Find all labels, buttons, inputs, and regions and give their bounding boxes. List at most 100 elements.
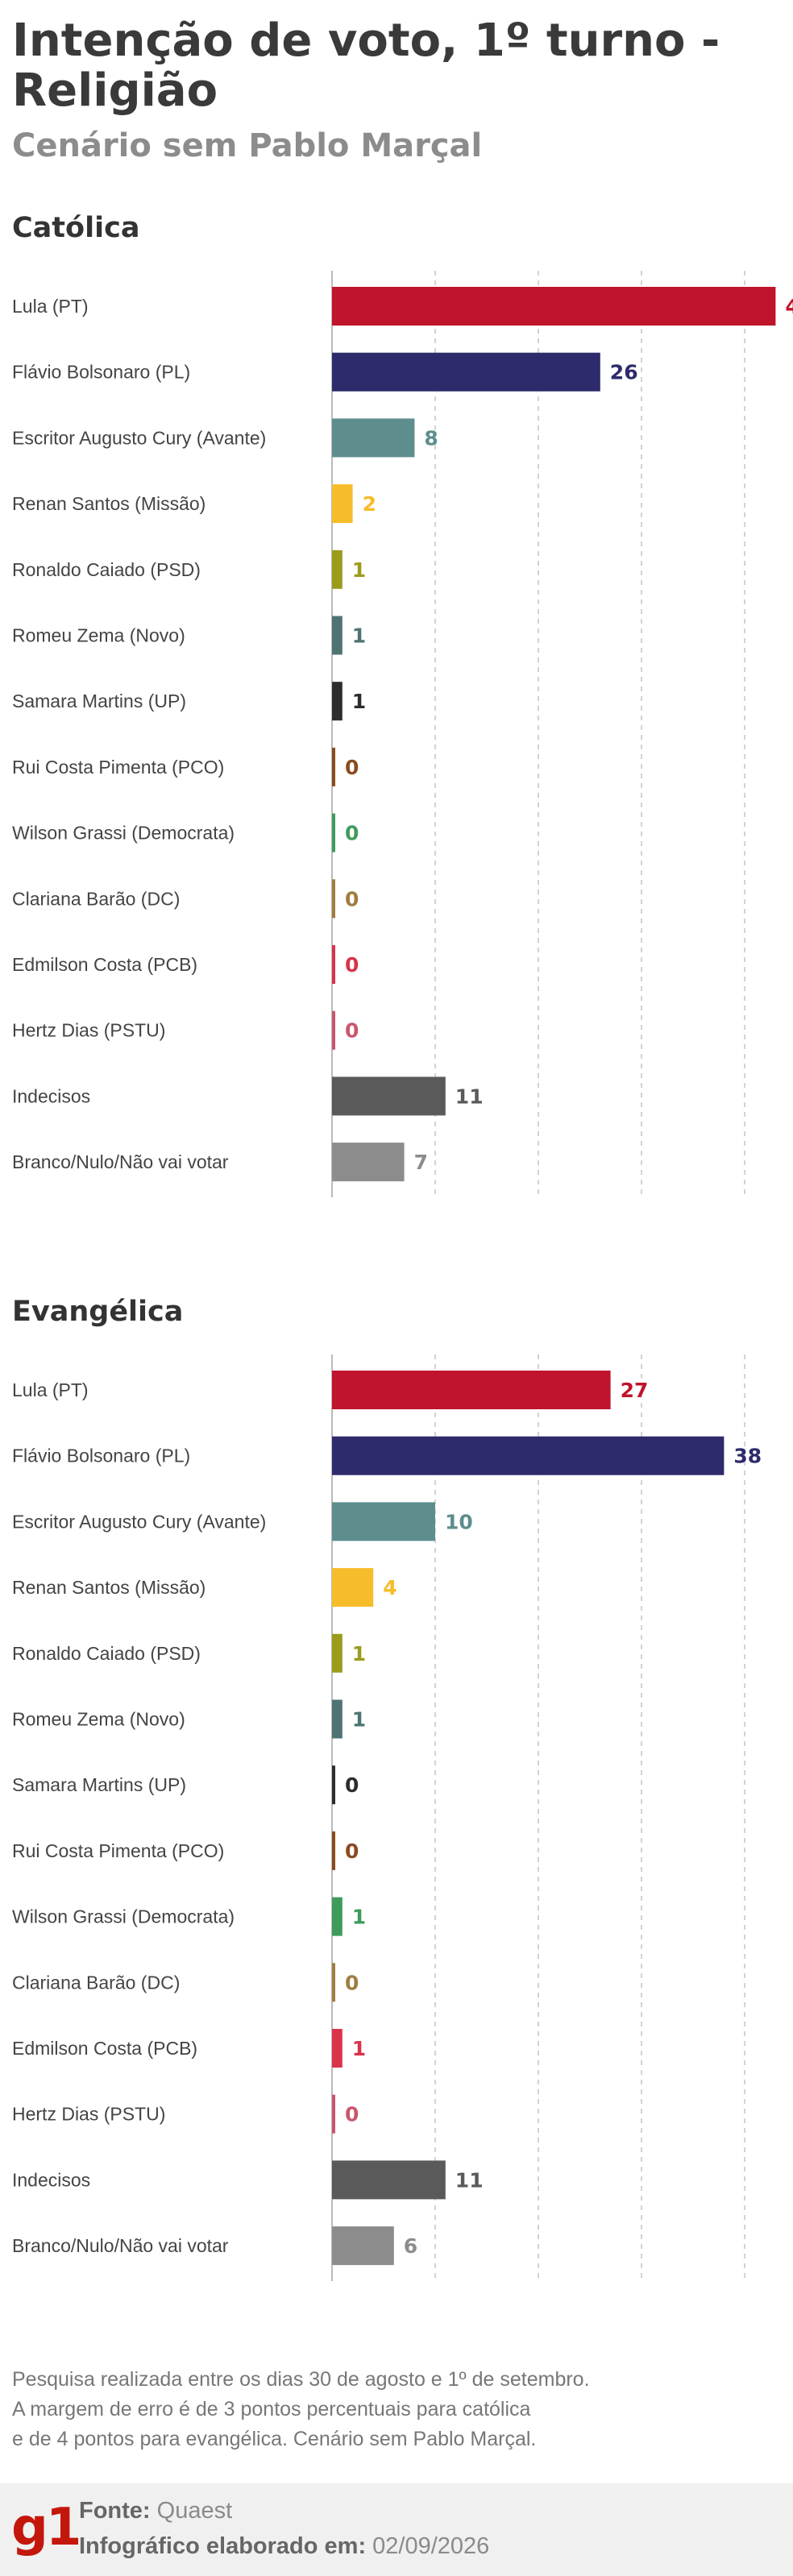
- bar: [332, 1699, 343, 1739]
- bar: [332, 747, 335, 786]
- category-label: Romeu Zema (Novo): [12, 625, 185, 646]
- value-label: 8: [424, 426, 438, 450]
- bar: [332, 2029, 343, 2068]
- chart-catolica-svg: Lula (PT) 43 Flávio Bolsonaro (PL) 26 Escrit…: [12, 271, 793, 1197]
- value-label: 1: [352, 690, 366, 713]
- note-line-2: A margem de erro é de 3 pontos percentua…: [12, 2398, 531, 2420]
- page-subtitle: Cenário sem Pablo Marçal: [12, 127, 483, 164]
- bar: [332, 1010, 335, 1050]
- chart-evangelica-svg: Lula (PT) 27 Flávio Bolsonaro (PL) 38 Escrit…: [12, 1354, 762, 2281]
- category-label: Samara Martins (UP): [12, 1774, 186, 1795]
- category-label: Edmilson Costa (PCB): [12, 954, 197, 975]
- value-label: 11: [455, 1085, 484, 1108]
- section-title-evangelica: Evangélica: [12, 1296, 184, 1328]
- category-label: Branco/Nulo/Não vai votar: [12, 2235, 229, 2256]
- bar: [332, 813, 335, 852]
- value-label: 0: [345, 1019, 359, 1043]
- category-label: Renan Santos (Missão): [12, 493, 206, 514]
- value-label: 0: [345, 2103, 359, 2126]
- bar: [332, 1371, 611, 1409]
- bar: [332, 1633, 343, 1673]
- date-value: 02/09/2026: [372, 2533, 490, 2559]
- category-label: Lula (PT): [12, 1379, 89, 1400]
- value-label: 2: [363, 492, 376, 516]
- note-line-3: e de 4 pontos para evangélica. Cenário s…: [12, 2428, 537, 2450]
- value-label: 1: [352, 624, 366, 648]
- category-label: Samara Martins (UP): [12, 691, 186, 711]
- page-title: Intenção de voto, 1º turno - Religião: [12, 15, 720, 117]
- value-label: 26: [610, 361, 638, 384]
- category-label: Indecisos: [12, 2169, 90, 2190]
- bar: [332, 616, 343, 655]
- category-label: Renan Santos (Missão): [12, 1577, 206, 1598]
- value-label: 11: [455, 2168, 484, 2192]
- source-label: Fonte:: [79, 2498, 151, 2524]
- bar: [332, 550, 343, 589]
- value-label: 0: [345, 953, 359, 977]
- bar: [332, 879, 335, 919]
- value-label: 27: [621, 1379, 649, 1402]
- value-label: 4: [383, 1576, 396, 1599]
- g1-logo: g1: [11, 2498, 81, 2557]
- category-label: Clariana Barão (DC): [12, 888, 180, 909]
- bar: [332, 352, 600, 392]
- category-label: Romeu Zema (Novo): [12, 1709, 185, 1730]
- category-label: Flávio Bolsonaro (PL): [12, 1446, 190, 1466]
- category-label: Ronaldo Caiado (PSD): [12, 559, 201, 580]
- category-label: Wilson Grassi (Democrata): [12, 823, 235, 844]
- value-label: 1: [352, 1906, 366, 1929]
- footer-date: Infográfico elaborado em: 02/09/2026: [79, 2533, 489, 2560]
- bar: [332, 418, 415, 458]
- category-label: Edmilson Costa (PCB): [12, 2038, 197, 2059]
- value-label: 7: [414, 1151, 428, 1174]
- date-label: Infográfico elaborado em:: [79, 2533, 367, 2559]
- value-label: 1: [352, 2037, 366, 2060]
- source-value: Quaest: [156, 2498, 233, 2524]
- value-label: 0: [345, 887, 359, 911]
- bar: [332, 1568, 374, 1607]
- value-label: 10: [445, 1510, 473, 1533]
- chart-catolica: Lula (PT) 43 Flávio Bolsonaro (PL) 26 Escrit…: [0, 271, 793, 1197]
- value-label: 1: [352, 1708, 366, 1732]
- value-label: 1: [352, 1642, 366, 1665]
- bar: [332, 1143, 405, 1182]
- category-label: Escritor Augusto Cury (Avante): [12, 427, 266, 448]
- bar: [332, 945, 335, 984]
- bar: [332, 1963, 335, 2002]
- bar: [332, 1765, 335, 1805]
- bar: [332, 484, 353, 524]
- value-label: 38: [733, 1445, 762, 1468]
- category-label: Lula (PT): [12, 296, 89, 317]
- bar: [332, 1502, 435, 1541]
- value-label: 43: [785, 295, 793, 318]
- category-label: Clariana Barão (DC): [12, 1972, 180, 1993]
- category-label: Escritor Augusto Cury (Avante): [12, 1511, 266, 1532]
- note-line-1: Pesquisa realizada entre os dias 30 de a…: [12, 2368, 590, 2391]
- category-label: Hertz Dias (PSTU): [12, 1020, 165, 1041]
- category-label: Rui Costa Pimenta (PCO): [12, 757, 224, 778]
- value-label: 1: [352, 558, 366, 582]
- category-label: Ronaldo Caiado (PSD): [12, 1643, 201, 1664]
- bar: [332, 1831, 335, 1870]
- value-label: 0: [345, 1971, 359, 1994]
- section-title-catolica: Católica: [12, 212, 140, 244]
- methodology-note: Pesquisa realizada entre os dias 30 de a…: [12, 2365, 737, 2454]
- category-label: Rui Costa Pimenta (PCO): [12, 1840, 224, 1861]
- bar: [332, 2094, 335, 2134]
- footer: g1 Fonte: Quaest Infográfico elaborado e…: [0, 2483, 793, 2576]
- category-label: Branco/Nulo/Não vai votar: [12, 1151, 229, 1172]
- value-label: 6: [404, 2234, 417, 2258]
- footer-source: Fonte: Quaest: [79, 2498, 232, 2524]
- value-label: 0: [345, 822, 359, 845]
- bar: [332, 287, 776, 326]
- bar: [332, 2160, 446, 2200]
- category-label: Wilson Grassi (Democrata): [12, 1906, 235, 1927]
- bar: [332, 1076, 446, 1116]
- bar: [332, 1436, 724, 1475]
- bar: [332, 2226, 394, 2266]
- value-label: 0: [345, 1840, 359, 1863]
- category-label: Hertz Dias (PSTU): [12, 2104, 165, 2125]
- bar: [332, 682, 343, 721]
- category-label: Flávio Bolsonaro (PL): [12, 362, 190, 383]
- chart-evangelica: Lula (PT) 27 Flávio Bolsonaro (PL) 38 Escrit…: [0, 1354, 793, 2281]
